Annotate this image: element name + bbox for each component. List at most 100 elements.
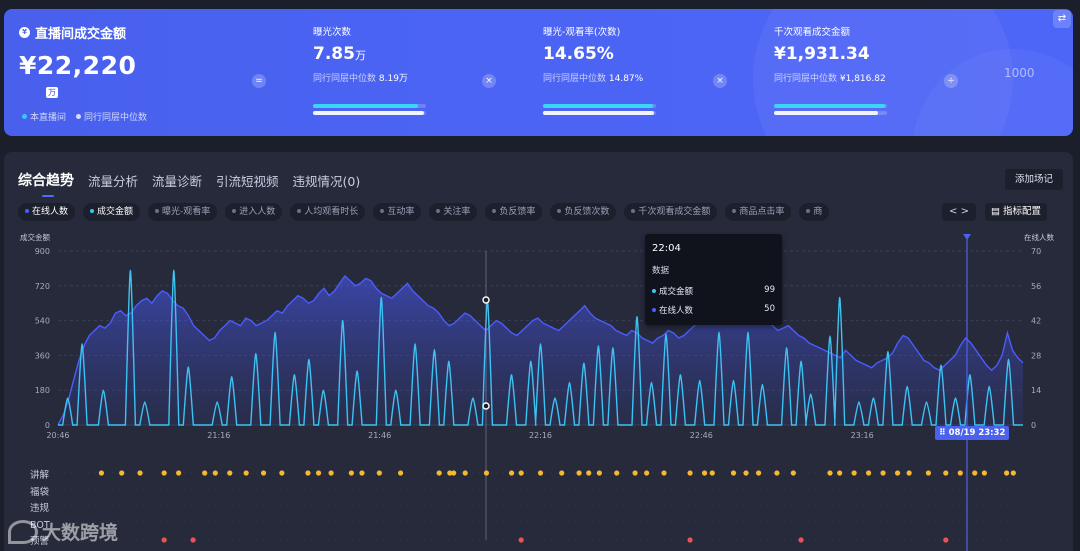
main-metric-title: ¥ 直播间成交金额 [19,23,136,42]
online-users-line [57,274,1024,426]
right-tick-label: 70 [1031,247,1041,256]
explain-event-marker[interactable] [709,470,715,476]
explain-event-marker[interactable] [851,470,857,476]
explain-event-marker[interactable] [462,470,468,476]
explain-event-marker[interactable] [98,470,105,476]
explain-event-marker[interactable] [957,470,963,476]
tab-traffic-analysis[interactable]: 流量分析 [88,174,139,189]
warning-event-marker[interactable] [943,537,949,543]
metric-chip[interactable]: 人均观看时长 [290,203,366,221]
explain-event-marker[interactable] [359,470,365,476]
metric-gpm[interactable]: 千次观看成交金额 ¥1,931.34 同行同层中位数 ¥1,816.82 [774,24,964,115]
explain-event-marker[interactable] [397,470,404,476]
warning-event-marker[interactable] [161,537,167,543]
explain-event-marker[interactable] [202,470,208,476]
explain-event-marker[interactable] [161,470,167,476]
explain-event-marker[interactable] [586,470,592,476]
tab-short-video[interactable]: 引流短视频 [216,174,279,189]
explain-event-marker[interactable] [790,470,796,476]
explain-event-marker[interactable] [943,470,949,476]
metric-impressions[interactable]: 曝光次数 7.85万 同行同层中位数 8.19万 [313,24,503,115]
explain-event-marker[interactable] [774,470,780,476]
explain-event-marker[interactable] [559,470,565,476]
explain-event-marker[interactable] [447,470,453,476]
metric-config-button[interactable]: ▤ 指标配置 [985,203,1048,221]
explain-event-marker[interactable] [827,470,833,476]
explain-event-marker[interactable] [537,470,544,476]
metric-chip[interactable]: 成交金额 [83,203,141,221]
online-users-area [58,275,1023,425]
explain-event-marker[interactable] [315,470,322,476]
chip-dot-icon [557,209,562,213]
chip-pager[interactable]: < > [942,203,976,221]
metric-chip[interactable]: 商品点击率 [725,203,792,221]
tab-traffic-diagnosis[interactable]: 流量诊断 [152,174,203,189]
warning-event-marker[interactable] [798,537,804,543]
tab-overall-trend[interactable]: 综合趋势 [18,170,74,197]
warning-event-marker[interactable] [190,537,196,543]
explain-event-marker[interactable] [906,470,912,476]
explain-event-marker[interactable] [837,470,843,476]
explain-event-marker[interactable] [518,470,524,476]
swap-icon[interactable]: ⇄ [1053,10,1071,28]
explain-event-marker[interactable] [701,470,708,476]
explain-event-marker[interactable] [376,470,382,476]
explain-event-marker[interactable] [1010,470,1016,476]
explain-event-marker[interactable] [614,470,620,476]
explain-event-marker[interactable] [687,470,693,476]
metric-chip[interactable]: 负反馈次数 [550,203,617,221]
metric-peer: 同行同层中位数 ¥1,816.82 [774,71,964,84]
explain-event-marker[interactable] [866,470,872,476]
explain-event-marker[interactable] [981,470,988,476]
explain-event-marker[interactable] [176,470,182,476]
peer-progress-bar [543,111,656,115]
metric-chip[interactable]: 互动率 [373,203,422,221]
explain-event-marker[interactable] [644,470,650,476]
explain-event-marker[interactable] [451,470,457,476]
explain-event-marker[interactable] [925,470,932,476]
explain-event-marker[interactable] [596,470,602,476]
explain-event-marker[interactable] [119,470,125,476]
chip-label: 商品点击率 [739,207,785,217]
metric-chip[interactable]: 关注率 [429,203,478,221]
tooltip-label: 成交金额 [659,287,694,297]
tab-violations[interactable]: 违规情况(0) [292,174,361,189]
explain-event-marker[interactable] [137,470,143,476]
explain-event-marker[interactable] [348,470,354,476]
explain-event-marker[interactable] [972,470,978,476]
explain-event-marker[interactable] [212,470,218,476]
bar-fill [774,104,885,108]
explain-event-marker[interactable] [436,470,442,476]
explain-event-marker[interactable] [508,470,515,476]
warning-event-marker[interactable] [687,537,693,543]
metric-chip[interactable]: 负反馈率 [485,203,543,221]
explain-event-marker[interactable] [730,470,737,476]
explain-event-marker[interactable] [880,470,886,476]
metric-chip[interactable]: 在线人数 [18,203,76,221]
explain-event-marker[interactable] [227,470,233,476]
metric-chip[interactable]: 进入人数 [225,203,283,221]
explain-event-marker[interactable] [576,470,582,476]
explain-event-marker[interactable] [661,470,667,476]
metric-chip[interactable]: 千次观看成交金额 [624,203,718,221]
explain-event-marker[interactable] [632,470,638,476]
metric-chip[interactable]: 曝光-观看率 [148,203,218,221]
cursor-handle-icon[interactable] [963,234,971,240]
explain-event-marker[interactable] [1003,470,1010,476]
add-note-button[interactable]: 添加场记 [1004,169,1063,190]
explain-event-marker[interactable] [305,470,311,476]
explain-event-marker[interactable] [279,470,285,476]
explain-event-marker[interactable] [328,470,334,476]
metric-chip[interactable]: 商 [799,203,830,221]
explain-event-marker[interactable] [743,470,749,476]
explain-event-marker[interactable] [243,470,249,476]
cursor-time-badge[interactable]: ⠿ 08/19 23:32 [935,426,1010,440]
explain-event-marker[interactable] [260,470,267,476]
explain-event-marker[interactable] [755,470,762,476]
explain-event-marker[interactable] [894,470,901,476]
metric-number: 7.85 [313,44,355,64]
warning-event-marker[interactable] [518,537,524,543]
explain-event-marker[interactable] [483,470,490,476]
metric-view-rate[interactable]: 曝光-观看率(次数) 14.65% 同行同层中位数 14.87% [543,24,733,115]
